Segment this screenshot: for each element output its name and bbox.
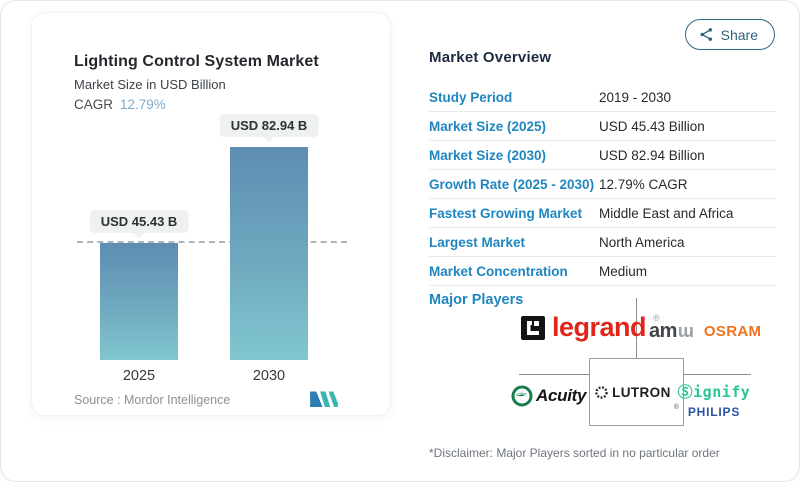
- table-row: Fastest Growing Market Middle East and A…: [429, 199, 776, 228]
- table-row: Market Size (2025) USD 45.43 Billion: [429, 112, 776, 141]
- cagr-value: 12.79%: [120, 97, 166, 112]
- share-button-label: Share: [720, 26, 758, 43]
- share-nodes-icon: [699, 27, 714, 42]
- table-row: Market Concentration Medium: [429, 257, 776, 286]
- bar-value-label-2030: USD 82.94 B: [219, 114, 319, 137]
- osram-wordmark: OSRAM: [703, 323, 762, 340]
- signify-wordmark: Ⓢignify: [677, 383, 751, 401]
- table-row: Study Period 2019 - 2030: [429, 83, 776, 112]
- row-value: Middle East and Africa: [599, 205, 734, 221]
- cagr-label: CAGR: [74, 97, 114, 112]
- row-value: Medium: [599, 263, 648, 279]
- signify-philips-logo: Ⓢignify PHILIPS: [671, 381, 757, 419]
- chart-subtitle: Market Size in USD Billion: [74, 77, 226, 92]
- x-axis-label-2030: 2030: [252, 368, 286, 384]
- bar-chart-plot: USD 45.43 B USD 82.94 B: [32, 13, 392, 360]
- row-value: USD 82.94 Billion: [599, 147, 705, 163]
- ams-mark: ɯ: [677, 321, 694, 341]
- legrand-registered-mark: ®: [653, 313, 660, 323]
- major-players-section: Major Players legrand ® amɯ OSRAM: [411, 286, 791, 446]
- bar-value-label-2025: USD 45.43 B: [89, 210, 189, 233]
- row-label: Market Concentration: [429, 263, 568, 279]
- row-label: Market Size (2030): [429, 147, 547, 163]
- overview-table: Study Period 2019 - 2030 Market Size (20…: [429, 83, 776, 286]
- mordor-intelligence-logo-icon: [310, 390, 338, 412]
- lutron-registered-mark: ®: [673, 404, 679, 411]
- row-label: Study Period: [429, 89, 513, 105]
- chart-title: Lighting Control System Market: [74, 53, 319, 70]
- x-axis-label-2025: 2025: [122, 368, 156, 384]
- ams-osram-logo: amɯ OSRAM: [649, 320, 761, 343]
- row-label: Largest Market: [429, 234, 526, 250]
- row-label: Growth Rate (2025 - 2030): [429, 176, 595, 192]
- bar-group-2025: USD 45.43 B: [89, 13, 189, 360]
- bar-2030: USD 82.94 B: [219, 114, 319, 360]
- row-value: 2019 - 2030: [599, 89, 672, 105]
- row-value: 12.79% CAGR: [599, 176, 688, 192]
- lutron-wordmark: LUTRON: [612, 384, 671, 400]
- philips-wordmark: PHILIPS: [687, 405, 741, 419]
- table-row: Market Size (2030) USD 82.94 Billion: [429, 141, 776, 170]
- row-label: Fastest Growing Market: [429, 205, 583, 221]
- table-row: Growth Rate (2025 - 2030) 12.79% CAGR: [429, 170, 776, 199]
- overview-heading: Market Overview: [429, 49, 552, 66]
- lutron-sunburst-icon: [594, 385, 609, 400]
- acuity-brands-logo: Acuity: [511, 385, 586, 407]
- lutron-logo-box: LUTRON ®: [589, 358, 684, 426]
- acuity-wordmark: Acuity: [536, 386, 587, 405]
- row-label: Market Size (2025): [429, 118, 547, 134]
- chart-cagr-line: CAGR 12.79%: [74, 97, 319, 112]
- chart-card: Lighting Control System Market Market Si…: [31, 12, 391, 416]
- chart-header: Lighting Control System Market Market Si…: [74, 53, 319, 112]
- share-button[interactable]: Share: [684, 19, 775, 50]
- reference-dashed-line: [77, 241, 347, 243]
- major-players-label: Major Players: [429, 292, 524, 308]
- legrand-logo: legrand ®: [521, 312, 660, 342]
- table-row: Largest Market North America: [429, 228, 776, 257]
- row-value: USD 45.43 Billion: [599, 118, 705, 134]
- legrand-square-icon: [521, 316, 545, 340]
- source-attribution: Source : Mordor Intelligence: [74, 393, 231, 407]
- row-value: North America: [599, 234, 685, 250]
- ams-wordmark: am: [649, 320, 677, 342]
- bar-2025: USD 45.43 B: [89, 210, 189, 360]
- bar-group-2030: USD 82.94 B: [219, 13, 319, 360]
- legrand-wordmark: legrand: [552, 312, 647, 342]
- org-chart-vertical-line: [636, 298, 637, 358]
- acuity-circle-icon: [511, 385, 533, 407]
- disclaimer-text: *Disclaimer: Major Players sorted in no …: [429, 446, 720, 460]
